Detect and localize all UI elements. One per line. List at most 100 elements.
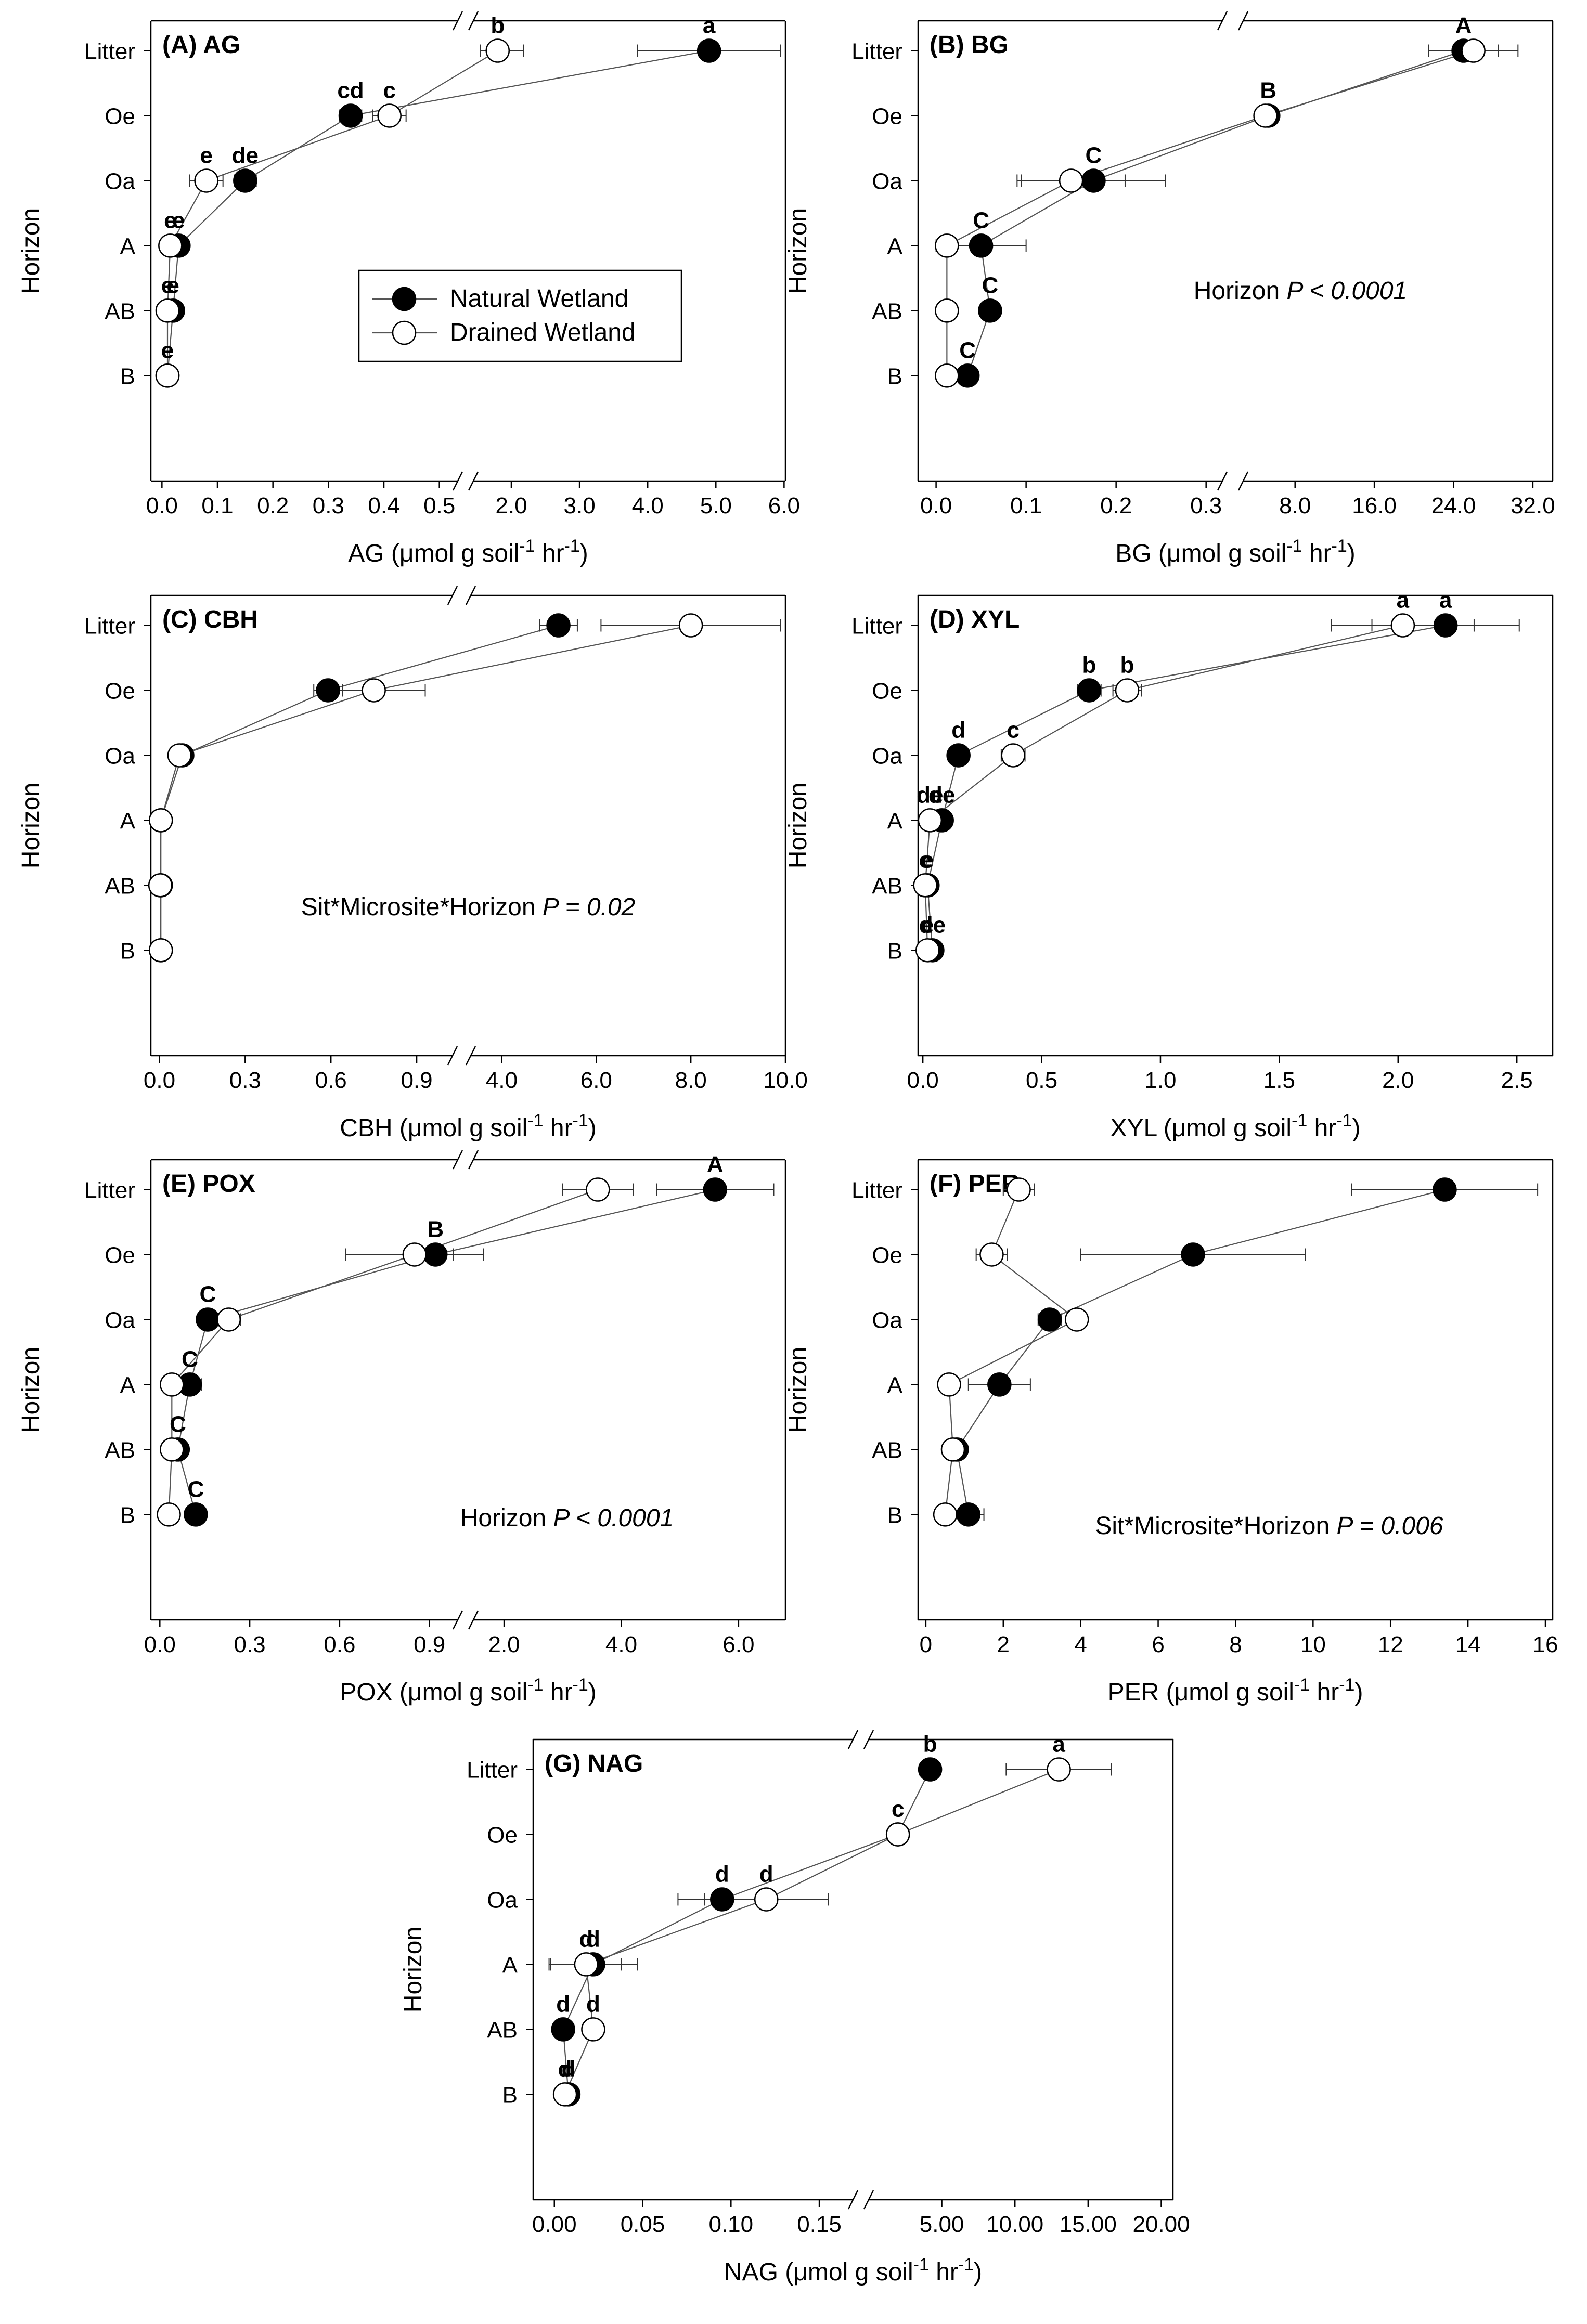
x-tick-label: 0.5 (1026, 1068, 1057, 1093)
y-tick-label: A (502, 1952, 518, 1978)
significance-letter: e (921, 847, 934, 873)
y-tick-label: Oe (105, 103, 135, 129)
x-axis-label-part: -1 (958, 2255, 974, 2275)
axis-break-mark (452, 1150, 463, 1170)
panel-title: (B) BG (930, 31, 1009, 59)
y-tick-label: Litter (84, 39, 135, 64)
series-line-drained (389, 50, 498, 116)
axis-break-mark (452, 471, 463, 491)
natural-marker (978, 298, 1002, 323)
series-line-drained (1013, 690, 1128, 756)
y-tick-label: AB (872, 1437, 902, 1463)
x-tick-label: 0.9 (401, 1068, 432, 1093)
x-tick-label: 0.2 (257, 493, 289, 518)
x-tick-label: 6 (1152, 1632, 1164, 1657)
x-tick-label: 6.0 (768, 493, 800, 518)
drained-marker (158, 233, 183, 258)
x-tick-label: 2.5 (1501, 1068, 1533, 1093)
x-axis-label-part: -1 (1292, 1111, 1307, 1131)
x-tick-label: 0.05 (621, 2212, 665, 2237)
y-axis-label: Horizon (17, 783, 45, 868)
axis-break-mark (452, 11, 463, 31)
x-tick-label: 10 (1300, 1632, 1326, 1657)
significance-letter: e (172, 207, 185, 233)
y-tick-label: Litter (851, 614, 902, 639)
significance-letter: c (892, 1796, 904, 1822)
drained-marker (935, 233, 959, 258)
panel-a: 0.0 0.1 0.2 0.3 0.4 0.5 2.0 3.0 4.0 5.0 6.0 Litter O… (17, 11, 800, 567)
x-axis-label-part: -1 (564, 536, 580, 556)
x-tick-label: 0.5 (423, 493, 455, 518)
natural-marker (184, 1502, 208, 1527)
x-axis-label-part: hr (544, 1114, 573, 1142)
panel-e: 0.0 0.3 0.6 0.9 2.0 4.0 6.0LitterOeOaAABBHoriz… (17, 1150, 786, 1706)
x-tick-label: 2.0 (495, 493, 527, 518)
x-tick-label: 0.1 (201, 493, 233, 518)
series-line-drained (373, 625, 691, 691)
series-line-natural (1193, 1189, 1445, 1255)
x-tick-label: 24.0 (1431, 493, 1476, 518)
series-line-natural (958, 690, 1090, 756)
x-tick-label: 4.0 (605, 1632, 637, 1657)
panel-title: (F) PER (930, 1170, 1020, 1198)
significance-letter: c (1007, 717, 1019, 743)
x-axis-label-part: -1 (519, 536, 535, 556)
series-line-drained (414, 1189, 598, 1255)
x-axis-label-part: PER (μmol g soil (1108, 1679, 1294, 1706)
drained-marker (678, 613, 703, 638)
drained-marker (552, 2082, 577, 2107)
drained-marker (1115, 678, 1140, 703)
natural-marker (1037, 1307, 1062, 1332)
y-axis-label: Horizon (784, 208, 812, 294)
y-tick-label: Oe (105, 1242, 135, 1268)
x-tick-label: 1.0 (1144, 1068, 1176, 1093)
x-tick-label: 4.0 (632, 493, 664, 518)
drained-marker (216, 1307, 241, 1332)
significance-letter: de (917, 782, 943, 808)
natural-marker (1077, 678, 1102, 703)
significance-letter: e (164, 207, 176, 233)
x-tick-label: 0.0 (920, 493, 952, 518)
axis-break-mark (468, 1610, 479, 1630)
x-tick-label: 0.6 (324, 1632, 355, 1657)
natural-marker (710, 1887, 734, 1912)
y-axis-label: Horizon (399, 1927, 427, 2013)
series-line-drained (1265, 50, 1474, 116)
series-line-natural (178, 180, 246, 246)
x-tick-label: 0.3 (1190, 493, 1222, 518)
drained-marker (167, 743, 192, 768)
series-line-drained (766, 1834, 898, 1900)
y-tick-label: Litter (851, 39, 902, 64)
x-axis-label-part: -1 (1332, 536, 1347, 556)
x-tick-label: 12 (1378, 1632, 1403, 1657)
drained-marker (586, 1177, 610, 1202)
significance-letter: de (928, 782, 955, 808)
drained-marker (935, 298, 959, 323)
drained-marker (155, 363, 180, 388)
x-axis-label: PER (μmol g soil-1 hr-1) (1108, 1675, 1363, 1706)
significance-letter: b (491, 13, 505, 38)
drained-marker (937, 1372, 961, 1397)
significance-letter: b (1120, 652, 1134, 678)
x-tick-label: 0.3 (313, 493, 344, 518)
x-tick-label: 5.0 (700, 493, 732, 518)
drained-marker (1047, 1757, 1071, 1782)
x-tick-label: 32.0 (1511, 493, 1555, 518)
natural-marker (1081, 168, 1106, 193)
significance-letter: de (919, 912, 946, 938)
natural-marker (546, 613, 571, 638)
significance-letter: d (759, 1861, 773, 1887)
panel-title: (C) CBH (162, 606, 258, 633)
x-axis-label: AG (μmol g soil-1 hr-1) (348, 536, 588, 567)
x-axis-label: XYL (μmol g soil-1 hr-1) (1110, 1111, 1360, 1142)
significance-letter: B (427, 1216, 444, 1242)
axis-break-mark (1237, 471, 1249, 491)
drained-marker (913, 873, 937, 898)
significance-letter: b (923, 1732, 937, 1757)
significance-letter: C (182, 1346, 198, 1372)
significance-letter: a (1397, 588, 1410, 613)
series-line-natural (1093, 115, 1269, 181)
drained-marker (194, 168, 218, 193)
series-line-drained (586, 1899, 767, 1965)
x-axis-label-part: ) (974, 2258, 982, 2286)
